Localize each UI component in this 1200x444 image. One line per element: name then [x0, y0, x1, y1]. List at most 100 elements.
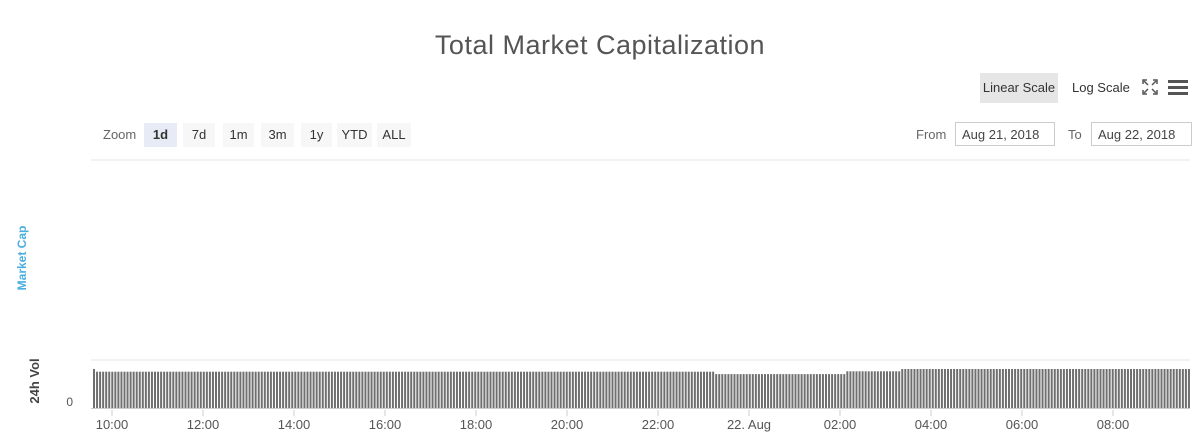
volume-bar [504, 371, 507, 408]
volume-bar [1166, 369, 1169, 408]
volume-bar [803, 374, 806, 408]
volume-bar [678, 371, 681, 408]
volume-bar [760, 374, 763, 408]
log-scale-button[interactable]: Log Scale [1072, 80, 1130, 95]
volume-bar [779, 374, 782, 408]
volume-bar [138, 371, 141, 408]
volume-bar [913, 369, 916, 408]
volume-bar [1078, 369, 1081, 408]
x-tick-label: 16:00 [369, 417, 402, 432]
volume-bar [782, 374, 785, 408]
volume-bar [425, 371, 428, 408]
volume-bar [1181, 369, 1184, 408]
volume-bar [1014, 369, 1017, 408]
volume-bar [1069, 369, 1071, 408]
zoom-button-1y[interactable]: 1y [301, 123, 332, 147]
chart-gridlines [91, 159, 1190, 161]
range-from-label: From [916, 127, 947, 142]
volume-bar [550, 371, 553, 408]
volume-bar [440, 371, 443, 408]
volume-bar [108, 371, 111, 408]
volume-bar [498, 371, 501, 408]
volume-bar [349, 371, 352, 408]
volume-bar [1154, 369, 1157, 408]
volume-bar [648, 371, 651, 408]
volume-bar [837, 374, 840, 408]
volume-bar [315, 371, 318, 408]
volume-bar [114, 371, 117, 408]
volume-bar [489, 371, 492, 408]
x-tick-label: 06:00 [1006, 417, 1039, 432]
volume-bar [358, 371, 361, 408]
volume-bar [745, 374, 748, 408]
volume-bar [282, 371, 285, 408]
volume-bar [587, 371, 590, 408]
volume-bar [889, 371, 892, 408]
hamburger-menu-icon[interactable] [1168, 78, 1188, 96]
volume-bar [303, 371, 306, 408]
volume-bar [1047, 369, 1050, 408]
volume-bar [870, 371, 873, 408]
volume-bar [629, 371, 632, 408]
volume-bar [879, 371, 882, 408]
volume-bar [361, 371, 364, 408]
volume-bar [977, 369, 980, 408]
volume-bar [172, 371, 175, 408]
volume-bar [983, 369, 986, 408]
volume-bar [196, 371, 199, 408]
volume-bar [474, 371, 477, 408]
volume-bar [1105, 369, 1108, 408]
volume-bar [413, 371, 416, 408]
volume-bar [638, 371, 641, 408]
volume-bar [318, 371, 321, 408]
zoom-button-all[interactable]: ALL [377, 123, 411, 147]
volume-bar [556, 371, 559, 408]
volume-bar [886, 371, 888, 408]
volume-bar [1175, 369, 1178, 408]
volume-bar [221, 371, 224, 408]
volume-bar [825, 374, 827, 408]
zoom-button-ytd[interactable]: YTD [337, 123, 372, 147]
volume-bar [736, 374, 739, 408]
volume-bar [388, 371, 391, 408]
volume-bar [953, 369, 956, 408]
volume-bar [675, 371, 678, 408]
volume-bar [1117, 369, 1120, 408]
volume-bar [724, 374, 727, 408]
volume-bar [260, 371, 263, 408]
volume-bar [968, 369, 971, 408]
volume-bar [642, 371, 644, 408]
volume-bar [135, 371, 138, 408]
volume-bar [989, 369, 992, 408]
volume-bar [1084, 369, 1087, 408]
volume-bar [703, 371, 705, 408]
zoom-button-1m[interactable]: 1m [223, 123, 254, 147]
range-from-input[interactable]: Aug 21, 2018 [955, 122, 1055, 146]
zoom-button-7d[interactable]: 7d [183, 123, 215, 147]
volume-bar [190, 371, 193, 408]
linear-scale-button[interactable]: Linear Scale [980, 73, 1058, 103]
volume-bar [443, 371, 446, 408]
volume-bar [956, 369, 959, 408]
x-tick-label: 08:00 [1097, 417, 1130, 432]
volume-bar [291, 371, 294, 408]
volume-bar [330, 371, 333, 408]
volume-bar [1130, 369, 1132, 408]
volume-bar [767, 374, 770, 408]
volume-bar [1120, 369, 1123, 408]
volume-bar [931, 369, 934, 408]
volume-bar [855, 371, 858, 408]
fullscreen-icon[interactable] [1141, 78, 1159, 96]
volume-bar [812, 374, 815, 408]
x-tick-label: 12:00 [187, 417, 220, 432]
volume-bar [733, 374, 736, 408]
volume-bar [614, 371, 617, 408]
range-to-input[interactable]: Aug 22, 2018 [1091, 122, 1192, 146]
volume-bar [486, 371, 489, 408]
volume-bar [919, 369, 922, 408]
zoom-button-3m[interactable]: 3m [261, 123, 294, 147]
volume-bar [117, 371, 120, 408]
volume-bar [1145, 369, 1148, 408]
zoom-button-1d[interactable]: 1d [144, 123, 177, 147]
volume-bar [480, 371, 483, 408]
